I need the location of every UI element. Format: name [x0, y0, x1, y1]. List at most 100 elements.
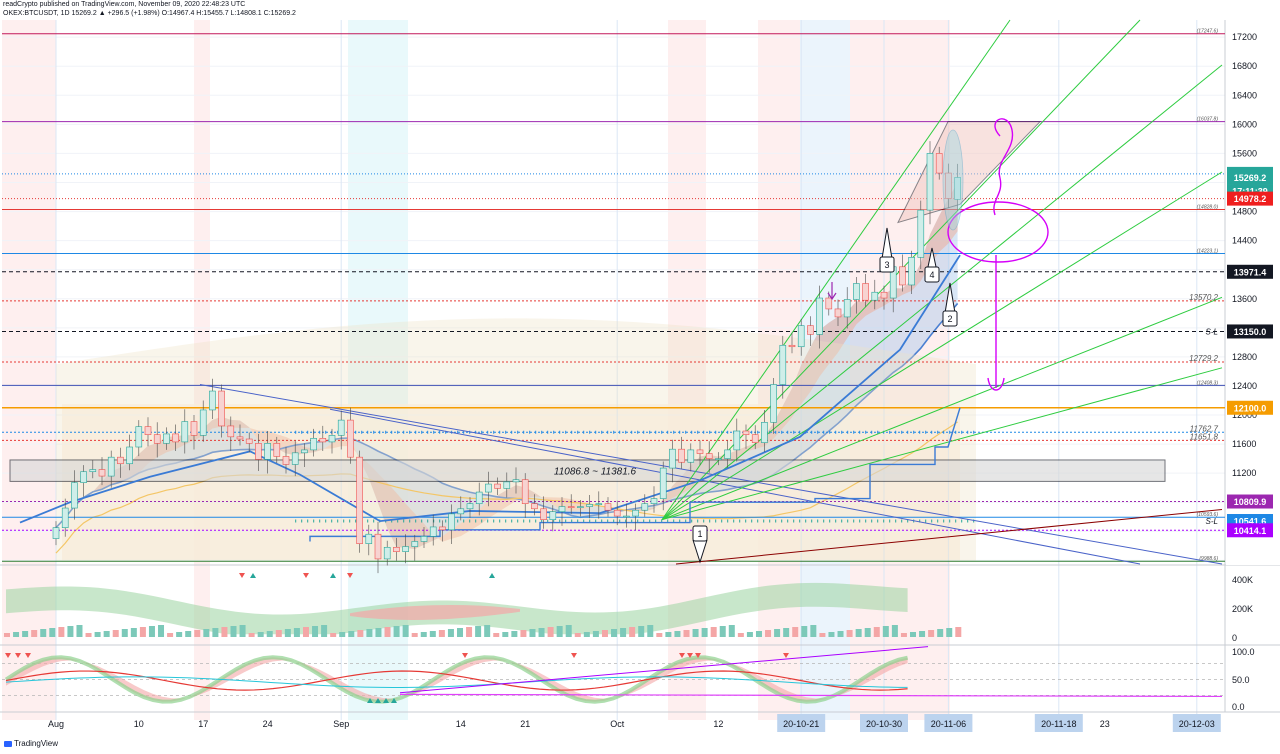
volume-bar	[58, 627, 65, 637]
candle-body	[641, 503, 649, 511]
candle-body	[126, 446, 133, 465]
volume-bar	[620, 628, 627, 637]
candle-body	[209, 390, 216, 411]
long-cloud	[56, 318, 976, 561]
volume-bar	[611, 629, 618, 637]
volume-bar	[339, 632, 346, 637]
price-tag	[1227, 523, 1273, 538]
volume-bar	[139, 627, 146, 637]
candle-body	[245, 438, 253, 444]
candle-body	[356, 456, 363, 544]
candle-body	[163, 433, 170, 444]
candle-body	[181, 421, 189, 443]
osc-trend-line	[399, 646, 929, 694]
volume-bar	[185, 631, 192, 637]
volume-bar	[692, 629, 699, 637]
callout-box	[879, 256, 895, 273]
signal-marker	[383, 698, 389, 703]
volume-bar	[158, 625, 165, 637]
candle-body	[917, 209, 925, 258]
candle-body	[632, 509, 639, 517]
sl-label: S-L	[1206, 327, 1218, 336]
price-tick: 16000	[1232, 119, 1257, 129]
candle-body	[908, 257, 915, 286]
candle-body	[98, 469, 106, 477]
volume-bar	[629, 627, 636, 637]
candle-body	[807, 325, 814, 335]
volume-bar	[230, 626, 237, 637]
time-tick: Aug	[48, 719, 64, 729]
candle-body	[347, 419, 354, 458]
candle-body	[659, 467, 667, 499]
candle-body	[448, 513, 455, 531]
candle-body	[218, 390, 225, 427]
volume-bar	[94, 632, 101, 637]
signal-marker	[330, 573, 336, 578]
volume-bar	[438, 630, 445, 637]
volume-bar	[457, 628, 463, 637]
candle-body	[678, 448, 685, 463]
volume-bar	[828, 632, 835, 637]
price-tick: 14800	[1232, 207, 1257, 217]
level-label: 11651.8	[1190, 432, 1219, 441]
time-tick: 10	[134, 719, 144, 729]
horizontal-levels: (17247.6) (16037.8) (14828.0) (14223.1) 1357…	[2, 29, 1225, 562]
time-tick: 12	[713, 719, 723, 729]
ma-25-line	[55, 302, 959, 529]
candle-body	[788, 344, 796, 348]
time-tick: Sep	[333, 719, 349, 729]
price-axis: 1040010800112001160012000124001280013200…	[1226, 20, 1280, 565]
price-tick: 11200	[1232, 468, 1256, 478]
sl-label: S-L	[1206, 517, 1218, 526]
price-tag-label: 14978.2	[1234, 194, 1267, 204]
signal-marker	[695, 653, 701, 658]
osc-tick: 0.0	[1232, 702, 1245, 712]
volume-bar	[565, 625, 572, 637]
candle-body	[291, 452, 299, 465]
volume-bar	[511, 631, 518, 637]
candle-body	[144, 426, 152, 435]
date-marker-label: 20-11-18	[1041, 719, 1076, 729]
candle-body	[935, 153, 943, 174]
fan-line	[661, 296, 1223, 521]
candle-body	[107, 456, 115, 477]
candle-body	[383, 546, 391, 560]
candle-body	[567, 506, 575, 508]
volume-tick: 200K	[1232, 604, 1253, 614]
volume-bar	[348, 631, 355, 637]
price-tick: 17200	[1232, 32, 1257, 42]
volume-bar	[846, 630, 853, 637]
volume-bar	[194, 630, 201, 637]
candle-body	[374, 533, 382, 560]
date-marker-label: 20-10-21	[783, 719, 819, 729]
candle-body	[485, 483, 492, 493]
candle-body	[862, 283, 869, 301]
candle-body	[770, 384, 777, 423]
signal-marker	[783, 653, 789, 658]
wave-label: 4	[929, 270, 934, 280]
candle-body	[255, 443, 262, 460]
price-cluster-highlight	[942, 129, 964, 231]
signal-marker	[679, 653, 685, 658]
date-marker-label: 20-12-03	[1179, 719, 1215, 729]
volume-bar	[148, 626, 155, 637]
wave-label: 1	[697, 529, 702, 539]
price-tick: 12000	[1232, 410, 1257, 420]
callout-tail	[692, 539, 708, 564]
tradingview-brand: TradingView	[14, 739, 59, 748]
signal-marker	[687, 653, 693, 658]
volume-bar	[574, 633, 581, 637]
wave-label: 3	[884, 260, 889, 270]
zone-label: 11086.8 ~ 11381.6	[554, 467, 637, 478]
volume-bar	[755, 631, 762, 637]
candle-body	[696, 449, 704, 454]
volume-bar	[330, 633, 337, 637]
volume-bar	[85, 633, 92, 637]
volume-bar	[121, 629, 128, 637]
volume-bar	[819, 633, 826, 637]
candle-body	[558, 506, 566, 512]
candle-body	[236, 436, 244, 440]
volume-bar	[774, 629, 781, 637]
